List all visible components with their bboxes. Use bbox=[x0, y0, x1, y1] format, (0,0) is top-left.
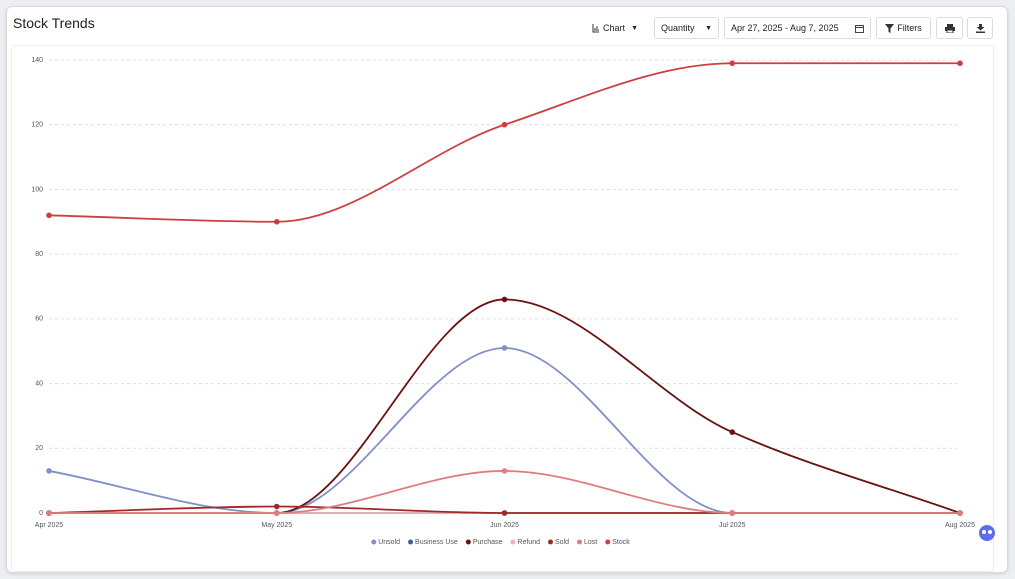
filter-icon bbox=[885, 23, 895, 33]
x-tick-label: Jul 2025 bbox=[719, 522, 746, 529]
date-range-label: Apr 27, 2025 - Aug 7, 2025 bbox=[731, 23, 839, 33]
data-point bbox=[501, 345, 508, 351]
y-tick-label: 100 bbox=[31, 186, 43, 193]
legend-label[interactable]: Purchase bbox=[473, 539, 503, 546]
y-tick-label: 20 bbox=[35, 445, 43, 452]
data-point bbox=[501, 468, 508, 474]
legend-marker bbox=[547, 539, 553, 545]
legend-marker bbox=[408, 539, 414, 545]
metric-label: Quantity bbox=[661, 23, 695, 33]
chart-icon bbox=[592, 24, 600, 33]
assistant-eye bbox=[982, 530, 986, 534]
view-label: Chart bbox=[603, 23, 626, 33]
caret: ▼ bbox=[631, 24, 638, 32]
x-tick-label: May 2025 bbox=[261, 522, 292, 529]
data-point bbox=[46, 510, 52, 516]
legend-label[interactable]: Unsold bbox=[378, 539, 400, 546]
series-line bbox=[49, 470, 960, 514]
y-tick-label: 140 bbox=[31, 57, 43, 64]
series-line bbox=[48, 347, 960, 514]
filters-label: Filters bbox=[897, 23, 922, 33]
legend-marker bbox=[605, 539, 611, 545]
calendar-icon bbox=[855, 24, 864, 33]
x-tick-label: Jun 2025 bbox=[490, 522, 519, 529]
stock-trends-card: Stock Trends Chart ▼ Quantity ▼ Apr 27, 2… bbox=[6, 6, 1008, 573]
x-tick-label: Apr 2025 bbox=[35, 522, 64, 529]
data-point bbox=[273, 218, 280, 225]
series-line bbox=[49, 298, 961, 514]
print-button[interactable] bbox=[936, 17, 963, 39]
x-tick-label: Aug 2025 bbox=[945, 522, 975, 529]
date-range[interactable]: Apr 27, 2025 - Aug 7, 2025 bbox=[724, 17, 871, 39]
data-point bbox=[729, 510, 736, 516]
legend-label[interactable]: Business Use bbox=[415, 539, 458, 546]
data-point bbox=[273, 510, 280, 516]
y-tick-label: 0 bbox=[39, 510, 43, 517]
legend-marker bbox=[371, 539, 377, 545]
filters-button[interactable]: Filters bbox=[876, 17, 931, 39]
assistant-bubble[interactable] bbox=[979, 525, 995, 541]
print-icon bbox=[944, 23, 955, 33]
data-point bbox=[957, 510, 963, 516]
download-button[interactable] bbox=[967, 17, 993, 39]
y-tick-label: 40 bbox=[35, 380, 43, 387]
data-point bbox=[729, 429, 736, 435]
data-point bbox=[957, 60, 963, 67]
legend-label[interactable]: Refund bbox=[517, 539, 540, 546]
data-point bbox=[46, 212, 52, 219]
data-point bbox=[501, 121, 508, 128]
legend-label[interactable]: Stock bbox=[612, 539, 630, 546]
y-tick-label: 60 bbox=[35, 316, 43, 323]
caret: ▼ bbox=[705, 24, 712, 32]
chart-title: Stock Trends bbox=[13, 15, 95, 31]
assistant-eye bbox=[988, 530, 992, 534]
view-button[interactable]: Chart ▼ bbox=[585, 17, 645, 39]
legend-label[interactable]: Lost bbox=[584, 539, 597, 546]
download-icon bbox=[975, 23, 985, 33]
legend-marker bbox=[465, 539, 471, 545]
data-point bbox=[729, 60, 736, 67]
y-tick-label: 120 bbox=[31, 122, 43, 129]
y-tick-label: 80 bbox=[35, 251, 43, 258]
data-point bbox=[501, 296, 508, 303]
legend-marker bbox=[510, 539, 516, 545]
legend-marker bbox=[577, 539, 583, 545]
data-point bbox=[501, 510, 508, 516]
metric-select[interactable]: Quantity ▼ bbox=[654, 17, 719, 39]
data-point bbox=[46, 468, 52, 474]
legend-label[interactable]: Sold bbox=[555, 539, 569, 546]
series-line bbox=[48, 62, 960, 223]
chart-frame bbox=[11, 45, 994, 572]
data-point bbox=[273, 503, 280, 510]
